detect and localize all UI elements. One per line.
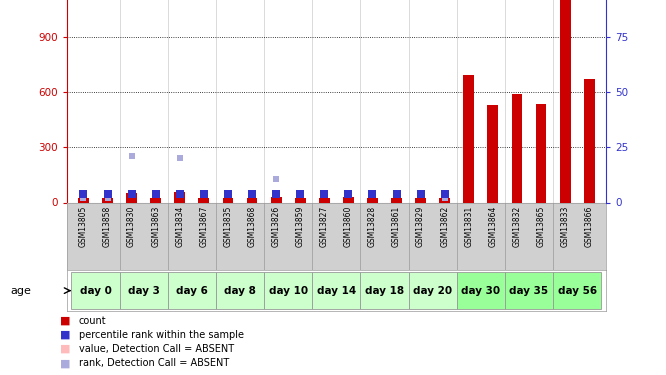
Text: GSM13866: GSM13866 [585, 206, 593, 247]
Text: rank, Detection Call = ABSENT: rank, Detection Call = ABSENT [79, 358, 229, 368]
Bar [440, 198, 450, 202]
Text: GSM13863: GSM13863 [151, 206, 161, 247]
Bar [174, 192, 185, 202]
Text: GSM13859: GSM13859 [296, 206, 305, 247]
Text: GSM13829: GSM13829 [416, 206, 425, 247]
Bar [168, 272, 216, 309]
Bar [319, 198, 330, 202]
Text: GSM13834: GSM13834 [175, 206, 184, 247]
Text: percentile rank within the sample: percentile rank within the sample [79, 330, 244, 340]
Text: GSM13830: GSM13830 [127, 206, 136, 247]
Bar [511, 94, 522, 202]
Text: GSM13867: GSM13867 [199, 206, 208, 247]
Text: ■: ■ [60, 330, 71, 340]
Bar [120, 272, 168, 309]
Bar [78, 198, 89, 202]
Bar [488, 105, 498, 202]
Text: day 6: day 6 [176, 286, 208, 296]
Bar [408, 272, 457, 309]
Text: GSM13832: GSM13832 [512, 206, 521, 247]
Bar [151, 198, 161, 202]
Bar [270, 197, 282, 202]
Bar [360, 272, 408, 309]
Bar [126, 193, 137, 202]
Text: GSM13833: GSM13833 [561, 206, 569, 247]
Text: GSM13858: GSM13858 [103, 206, 112, 247]
Text: GSM13805: GSM13805 [79, 206, 88, 247]
Text: day 56: day 56 [557, 286, 597, 296]
Text: day 3: day 3 [128, 286, 160, 296]
Bar [222, 198, 233, 202]
Text: day 20: day 20 [413, 286, 452, 296]
Bar [391, 198, 402, 202]
Text: GSM13864: GSM13864 [488, 206, 498, 247]
Bar [464, 75, 474, 202]
Bar [457, 272, 505, 309]
Text: GSM13831: GSM13831 [464, 206, 474, 247]
Bar [312, 272, 360, 309]
Text: GSM13861: GSM13861 [392, 206, 401, 247]
Bar [71, 272, 120, 309]
Text: day 10: day 10 [268, 286, 308, 296]
Text: age: age [10, 286, 31, 296]
Text: ■: ■ [60, 344, 71, 354]
Bar [198, 198, 209, 202]
Text: GSM13860: GSM13860 [344, 206, 353, 247]
Bar [216, 272, 264, 309]
Bar [367, 198, 378, 202]
Text: day 8: day 8 [224, 286, 256, 296]
Bar [415, 198, 426, 202]
Text: GSM13835: GSM13835 [224, 206, 232, 247]
Bar [584, 79, 595, 203]
Text: day 14: day 14 [317, 286, 356, 296]
Text: ■: ■ [60, 316, 71, 326]
Bar [553, 272, 601, 309]
Text: GSM13827: GSM13827 [320, 206, 329, 247]
Text: GSM13865: GSM13865 [537, 206, 545, 247]
Text: day 30: day 30 [462, 286, 500, 296]
Bar [535, 104, 547, 202]
Text: ■: ■ [60, 358, 71, 368]
Text: value, Detection Call = ABSENT: value, Detection Call = ABSENT [79, 344, 234, 354]
Bar [264, 272, 312, 309]
Text: GSM13828: GSM13828 [368, 206, 377, 247]
Text: GSM13862: GSM13862 [440, 206, 449, 247]
Bar [295, 198, 306, 202]
Bar [102, 198, 113, 202]
Text: GSM13826: GSM13826 [272, 206, 280, 247]
Text: day 35: day 35 [509, 286, 549, 296]
Bar [246, 198, 258, 202]
Text: count: count [79, 316, 106, 326]
Text: day 0: day 0 [79, 286, 111, 296]
Text: day 18: day 18 [365, 286, 404, 296]
Bar [505, 272, 553, 309]
Text: GSM13868: GSM13868 [248, 206, 256, 247]
Bar [343, 197, 354, 202]
Bar [559, 0, 571, 202]
